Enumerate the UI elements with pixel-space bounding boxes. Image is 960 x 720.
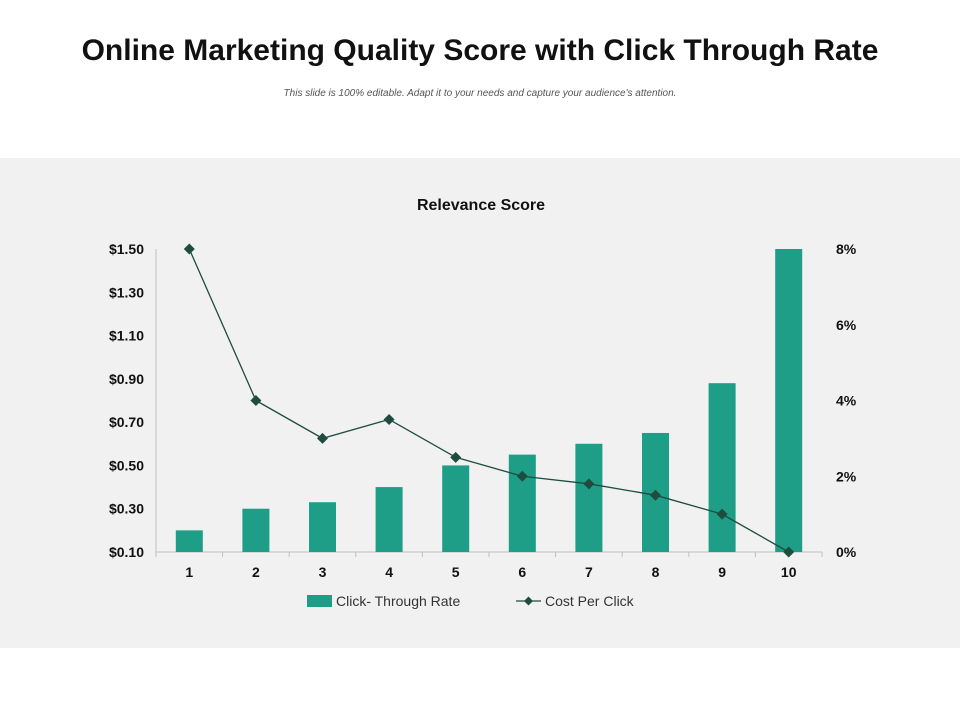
- x-axis-tick-label: 1: [185, 564, 193, 580]
- left-axis-tick-label: $1.30: [109, 284, 144, 300]
- ctr-bar: [242, 508, 270, 552]
- x-axis-tick-label: 2: [252, 564, 260, 580]
- x-axis-tick-label: 8: [652, 564, 660, 580]
- left-axis-tick-label: $0.90: [109, 371, 144, 387]
- right-axis-tick-label: 4%: [836, 393, 857, 409]
- cpc-marker: [383, 413, 395, 425]
- left-axis-tick-label: $1.50: [109, 241, 144, 257]
- legend-swatch-ctr: [307, 595, 332, 607]
- ctr-bar: [575, 443, 603, 552]
- cpc-marker: [250, 395, 262, 406]
- x-axis-tick-label: 5: [452, 564, 460, 580]
- left-axis-tick-label: $0.30: [109, 501, 144, 517]
- cpc-marker: [650, 489, 661, 501]
- cpc-line: [188, 248, 790, 553]
- right-axis-tick-label: 8%: [836, 241, 857, 257]
- left-axis-tick-label: $0.50: [109, 457, 144, 473]
- cpc-marker: [716, 508, 728, 520]
- x-axis-tick-label: 3: [319, 564, 327, 580]
- cpc-marker: [516, 470, 528, 482]
- left-axis-tick-label: $0.70: [109, 414, 144, 430]
- ctr-bar: [442, 465, 470, 552]
- slide-subtitle: This slide is 100% editable. Adapt it to…: [283, 88, 677, 99]
- right-axis-tick-label: 2%: [836, 468, 857, 484]
- ctr-bar: [775, 249, 803, 552]
- x-axis-tick-label: 6: [518, 564, 526, 580]
- right-axis-tick-label: 0%: [836, 544, 857, 560]
- cpc-marker: [783, 546, 795, 558]
- ctr-bar: [309, 502, 336, 552]
- x-axis-tick-label: 4: [385, 564, 393, 580]
- ctr-bar: [508, 454, 536, 552]
- cpc-marker: [183, 243, 195, 255]
- ctr-bar: [175, 530, 203, 552]
- cpc-marker: [317, 432, 328, 444]
- legend-label-ctr: Click- Through Rate: [336, 593, 460, 609]
- slide-title: Online Marketing Quality Score with Clic…: [81, 34, 879, 67]
- left-axis-tick-label: $0.10: [109, 544, 144, 560]
- ctr-bar: [375, 487, 403, 552]
- right-axis-tick-label: 6%: [836, 317, 857, 333]
- left-axis-tick-label: $1.10: [109, 328, 144, 344]
- legend-label-cpc: Cost Per Click: [545, 593, 635, 609]
- cpc-marker: [450, 451, 462, 463]
- x-axis-tick-label: 7: [585, 564, 593, 580]
- x-axis-tick-label: 9: [718, 564, 726, 580]
- legend-swatch-cpc-marker: [524, 596, 533, 606]
- ctr-bar: [708, 383, 736, 552]
- cpc-marker: [583, 478, 595, 490]
- x-axis-tick-label: 10: [781, 564, 797, 580]
- chart-title: Relevance Score: [417, 197, 545, 214]
